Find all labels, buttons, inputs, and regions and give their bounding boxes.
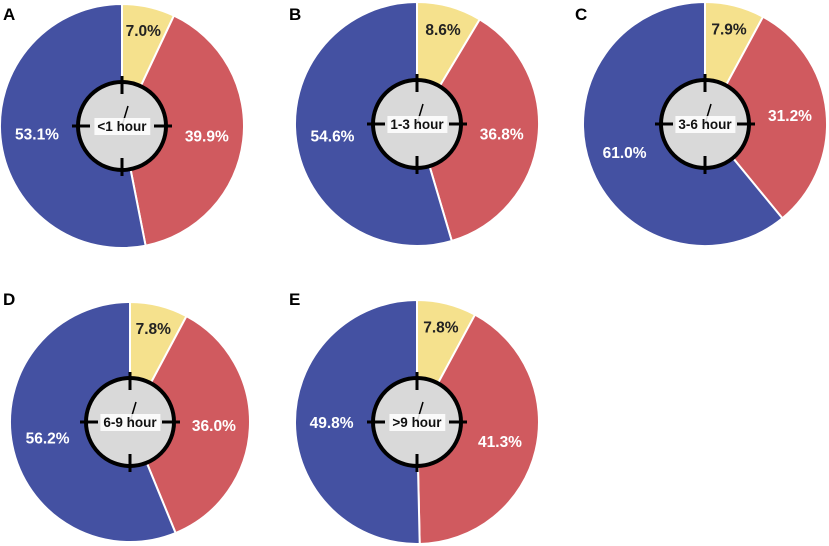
center-label-background (675, 116, 736, 133)
clock-center-label: 1-3 hour (390, 117, 444, 132)
slice-value-label-red: 31.2% (768, 108, 812, 125)
clock-center-label: <1 hour (97, 119, 147, 134)
pie-slice-red (415, 18, 540, 243)
slice-value-label-red: 36.0% (192, 418, 236, 435)
panel-letter-d: D (3, 290, 15, 309)
center-label-background (389, 414, 446, 431)
slice-value-label-yellow: 8.6% (425, 22, 461, 39)
pie-slice-blue (294, 298, 421, 545)
slice-value-label-blue: 53.1% (15, 126, 59, 143)
center-label-background (100, 414, 161, 431)
pie-slice-red (128, 314, 251, 535)
slice-value-label-yellow: 7.8% (136, 321, 172, 338)
panel-letter-b: B (289, 5, 301, 24)
slice-value-label-yellow: 7.9% (711, 21, 747, 38)
center-label-background (94, 118, 151, 135)
slice-value-label-yellow: 7.0% (126, 23, 162, 40)
pie-slice-red (415, 313, 540, 545)
center-label-background (387, 116, 448, 133)
clock-center-label: 3-6 hour (678, 117, 732, 132)
clock-center-label: 6-9 hour (103, 415, 157, 430)
pie-slice-red (703, 15, 828, 220)
panel-e: E 7.8% 41.3% 49.8% >9 hour (289, 290, 540, 545)
clock-center-label: >9 hour (392, 415, 442, 430)
panel-a: A 7.0% 39.9% 53.1% <1 hour (0, 2, 245, 249)
pie-slice-red (120, 14, 245, 247)
slice-value-label-red: 36.8% (480, 127, 524, 144)
panel-c: C 7.9% 31.2% 61.0% 3-6 hour (575, 0, 828, 247)
slice-value-label-red: 39.9% (185, 128, 229, 145)
slice-value-label-blue: 54.6% (311, 128, 355, 145)
panel-b: B 8.6% 36.8% 54.6% 1-3 hour (289, 0, 540, 247)
slice-value-label-red: 41.3% (478, 434, 522, 451)
panel-d: D 7.8% 36.0% 56.2% 6-9 hour (3, 290, 251, 543)
slice-value-label-blue: 61.0% (603, 145, 647, 162)
panel-letter-c: C (575, 5, 587, 24)
panel-letter-e: E (289, 290, 300, 309)
slice-value-label-blue: 49.8% (310, 415, 354, 432)
panel-letter-a: A (3, 5, 15, 24)
slice-value-label-yellow: 7.8% (423, 319, 459, 336)
slice-value-label-blue: 56.2% (26, 430, 70, 447)
